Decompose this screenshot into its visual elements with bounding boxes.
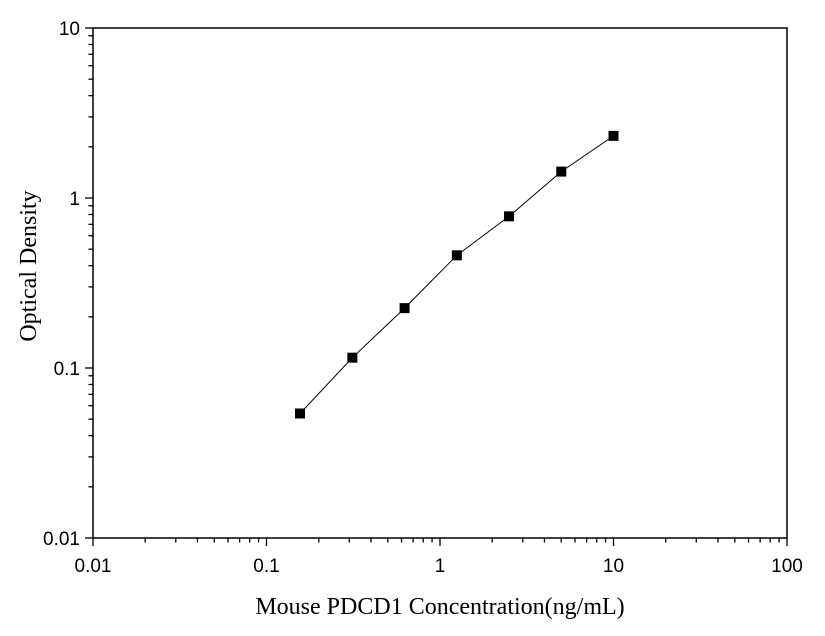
y-tick-label: 0.1 bbox=[54, 359, 80, 380]
data-point bbox=[347, 352, 358, 363]
data-series bbox=[295, 130, 619, 419]
y-tick-labels: 0.01 0.1 1 10 bbox=[43, 19, 80, 550]
x-tick-label: 0.01 bbox=[75, 556, 112, 577]
x-tick-label: 1 bbox=[435, 556, 446, 577]
y-axis-title: Optical Density bbox=[16, 190, 42, 341]
data-point bbox=[504, 211, 515, 222]
plot-frame bbox=[92, 27, 788, 539]
data-point bbox=[451, 250, 462, 261]
y-tick-label: 0.01 bbox=[43, 529, 80, 550]
data-point bbox=[556, 166, 567, 177]
y-tick-label: 10 bbox=[59, 19, 80, 40]
data-point bbox=[608, 130, 619, 141]
x-tick-label: 10 bbox=[603, 556, 624, 577]
series-line bbox=[299, 135, 614, 414]
x-tick-label: 0.1 bbox=[253, 556, 279, 577]
plot-border bbox=[92, 27, 788, 539]
data-point bbox=[295, 408, 306, 419]
x-tick-label: 100 bbox=[771, 556, 803, 577]
x-axis-title: Mouse PDCD1 Concentration(ng/mL) bbox=[255, 594, 624, 620]
y-tick-label: 1 bbox=[69, 189, 80, 210]
x-tick-labels: 0.01 0.1 1 10 100 bbox=[75, 556, 803, 577]
data-point bbox=[399, 303, 410, 314]
axis-ticks bbox=[85, 27, 788, 546]
